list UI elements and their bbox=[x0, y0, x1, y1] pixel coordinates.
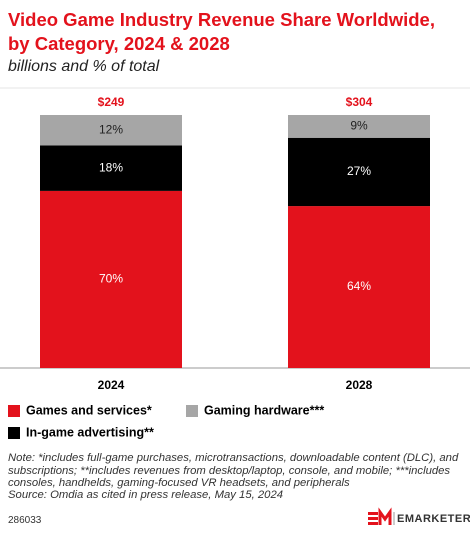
chart: 70% 18% 12% $249 2024 64% 27% 9% $304 2028 Games a… bbox=[0, 87, 470, 439]
value-label: 64% bbox=[347, 279, 371, 293]
source: Source: Omdia as cited in press release,… bbox=[8, 489, 284, 501]
total-label: $249 bbox=[98, 95, 125, 109]
legend-label: Gaming hardware*** bbox=[204, 403, 324, 417]
legend-swatch bbox=[8, 405, 20, 417]
bar-segment bbox=[288, 137, 430, 207]
chart-id: 286033 bbox=[8, 515, 42, 526]
legend-label: In-game advertising** bbox=[26, 425, 154, 439]
value-label: 18% bbox=[99, 160, 123, 174]
bar-segment bbox=[288, 206, 430, 368]
bar-segment bbox=[40, 145, 182, 191]
value-label: 9% bbox=[350, 119, 368, 133]
x-tick-label: 2028 bbox=[346, 378, 373, 392]
logo-mark bbox=[368, 507, 395, 525]
bar-segment bbox=[40, 190, 182, 368]
chart-subtitle: billions and % of total bbox=[8, 58, 160, 75]
legend-label: Games and services* bbox=[26, 403, 152, 417]
x-tick-label: 2024 bbox=[98, 378, 125, 392]
legend-swatch bbox=[186, 405, 198, 417]
chart-title: Video Game Industry Revenue Share Worldw… bbox=[8, 9, 435, 54]
bar-segment bbox=[288, 115, 430, 138]
value-label: 12% bbox=[99, 122, 123, 136]
total-label: $304 bbox=[346, 95, 373, 109]
brand: EMARKETER bbox=[397, 513, 470, 525]
value-label: 27% bbox=[347, 164, 371, 178]
bar-segment bbox=[40, 115, 182, 146]
note: Note: *includes full-game purchases, mic… bbox=[8, 452, 459, 489]
value-label: 70% bbox=[99, 272, 123, 286]
legend-swatch bbox=[8, 427, 20, 439]
